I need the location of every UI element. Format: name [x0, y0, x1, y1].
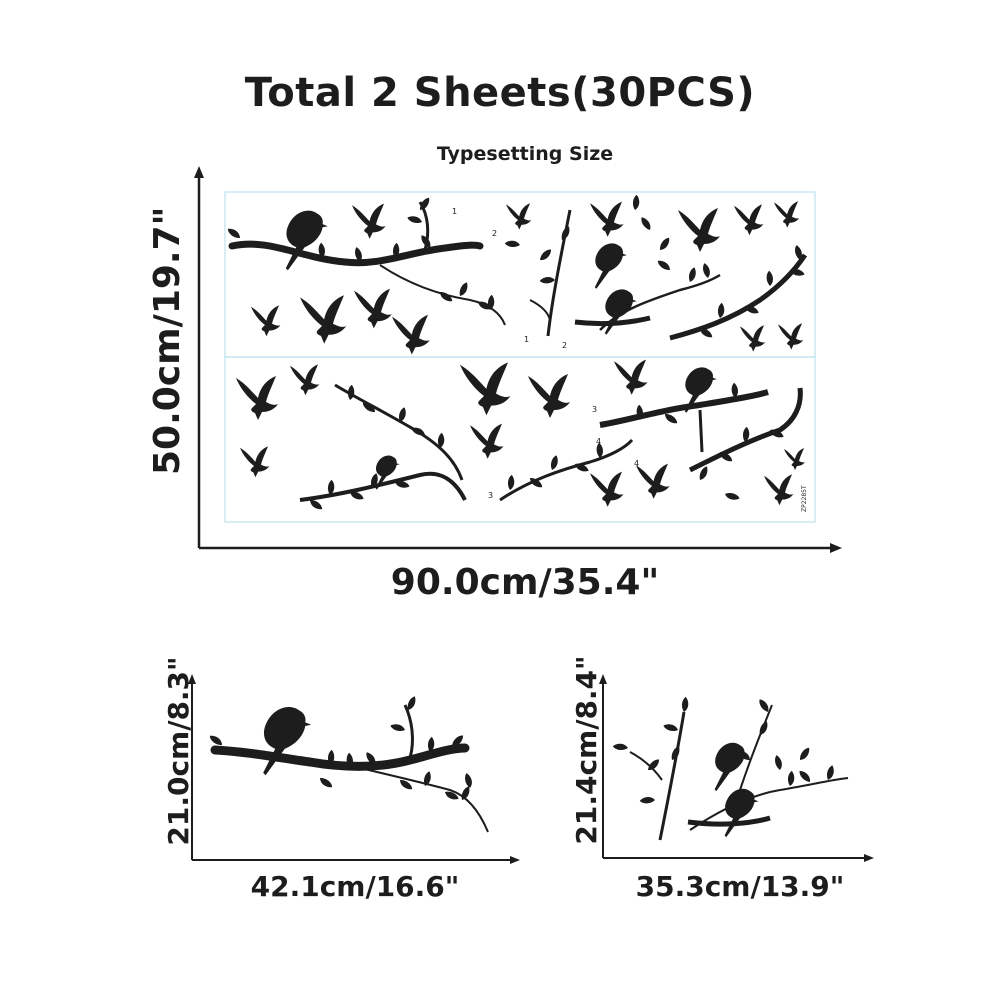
- piece-two-diagram: [599, 674, 874, 862]
- sheet-number: 1: [452, 207, 457, 216]
- main-layout-diagram: 1 2 1 2 3 4 3 4 ZP2285T: [194, 166, 842, 553]
- page-title: Total 2 Sheets(30PCS): [244, 70, 756, 116]
- piece-one-width-label: 42.1cm/16.6": [250, 870, 460, 903]
- piece-two-width-label: 35.3cm/13.9": [635, 870, 845, 903]
- piece-two-height-label: 21.4cm/8.4": [570, 655, 603, 845]
- sheet-number: 1: [524, 335, 529, 344]
- page-subtitle: Typesetting Size: [436, 143, 614, 165]
- piece-one-axes: [188, 674, 520, 864]
- piece-two-artwork: [612, 696, 849, 841]
- sheet-number: 3: [592, 405, 597, 414]
- piece-one-artwork: [209, 695, 489, 833]
- main-width-label: 90.0cm/35.4": [390, 562, 660, 603]
- sheet-number: 4: [634, 459, 639, 468]
- sheet-number-markers: 1 2 1 2 3 4 3 4: [452, 207, 639, 500]
- main-height-axis: [194, 166, 204, 548]
- sheet-2-artwork: [236, 359, 805, 513]
- sheet-number: 2: [562, 341, 567, 350]
- sheet-number: 4: [596, 437, 601, 446]
- piece-two-axes: [599, 674, 874, 862]
- sheet-code: ZP2285T: [801, 485, 808, 512]
- main-width-axis: [199, 543, 842, 553]
- sheet-2: [224, 356, 816, 523]
- main-height-label: 50.0cm/19.7": [147, 206, 188, 475]
- piece-one-diagram: [188, 674, 520, 864]
- sheet-number: 3: [488, 491, 493, 500]
- sheet-number: 2: [492, 229, 497, 238]
- sheet-1-artwork: [227, 194, 808, 355]
- piece-one-height-label: 21.0cm/8.3": [162, 656, 195, 846]
